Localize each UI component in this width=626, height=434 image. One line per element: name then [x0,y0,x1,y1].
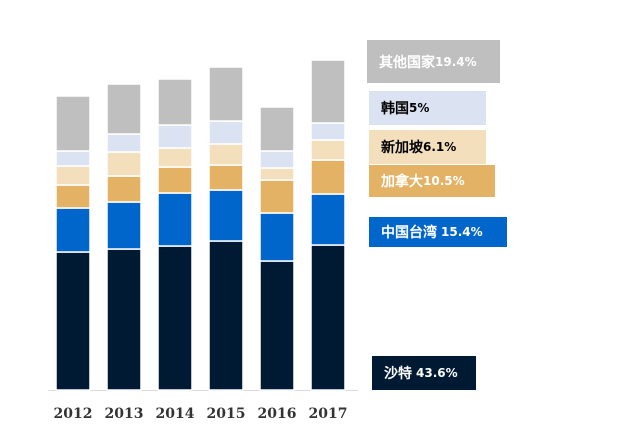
bar-segment-2017-5 [310,59,346,124]
bar-segment-2016-0 [259,260,295,391]
bar-segment-2014-5 [157,78,193,126]
bar-segment-2016-1 [259,212,295,262]
bar-segment-2012-3 [55,165,91,186]
bar-segment-2014-3 [157,147,193,168]
legend-item-share: 10.5% [423,174,465,188]
bar-segment-2016-3 [259,167,295,181]
bar-segment-2012-4 [55,150,91,167]
bar-segment-2017-0 [310,244,346,391]
bar-segment-2012-1 [55,207,91,253]
x-tick-label-2015: 2015 [207,406,246,422]
bar-segment-2016-5 [259,106,295,152]
legend-item-name: 韩国 [381,101,409,117]
x-tick-label-2012: 2012 [54,406,93,422]
bar-segment-2012-5 [55,95,91,152]
bar-segment-2017-2 [310,159,346,195]
bar-segment-2015-2 [208,164,244,191]
bar-segment-2015-1 [208,189,244,242]
bar-segment-2014-1 [157,192,193,247]
legend-item-3: 新加坡 6.1% [369,130,486,164]
bar-segment-2012-0 [55,251,91,391]
legend-item-1: 中国台湾 15.4% [369,217,507,247]
bar-segment-2013-1 [106,201,142,250]
legend-item-5: 其他国家 19.4% [367,40,500,83]
bar-segment-2015-0 [208,240,244,391]
bar-segment-2013-0 [106,248,142,391]
bar-segment-2012-2 [55,184,91,209]
bar-segment-2015-5 [208,66,244,122]
legend-item-name: 沙特 [384,366,412,382]
bar-segment-2014-4 [157,124,193,149]
x-tick-label-2017: 2017 [309,406,348,422]
bar-segment-2016-2 [259,179,295,214]
bar-segment-2013-4 [106,133,142,153]
x-tick-label-2016: 2016 [258,406,297,422]
x-tick-label-2014: 2014 [156,406,195,422]
bar-segment-2013-3 [106,151,142,177]
legend-item-share: 5% [409,101,430,115]
legend-item-name: 中国台湾 [381,225,437,241]
bar-segment-2013-2 [106,175,142,203]
legend-item-0: 沙特 43.6% [372,356,476,390]
bar-segment-2017-3 [310,139,346,161]
bar-segment-2015-3 [208,143,244,166]
legend-item-4: 韩国 5% [369,91,486,125]
legend-item-2: 加拿大 10.5% [369,165,495,197]
x-tick-label-2013: 2013 [105,406,144,422]
bar-segment-2015-4 [208,120,244,145]
bar-segment-2013-5 [106,83,142,135]
legend-item-share: 6.1% [423,140,457,154]
legend-item-share: 43.6% [416,366,458,380]
legend-item-share: 19.4% [435,54,477,69]
bar-segment-2014-2 [157,166,193,194]
legend-item-name: 加拿大 [381,174,423,190]
legend-item-share: 15.4% [441,225,483,239]
bar-segment-2017-4 [310,122,346,141]
legend-item-name: 新加坡 [381,140,423,156]
bar-segment-2016-4 [259,150,295,169]
bar-segment-2017-1 [310,193,346,246]
bar-segment-2014-0 [157,245,193,391]
legend-item-name: 其他国家 [379,54,435,71]
